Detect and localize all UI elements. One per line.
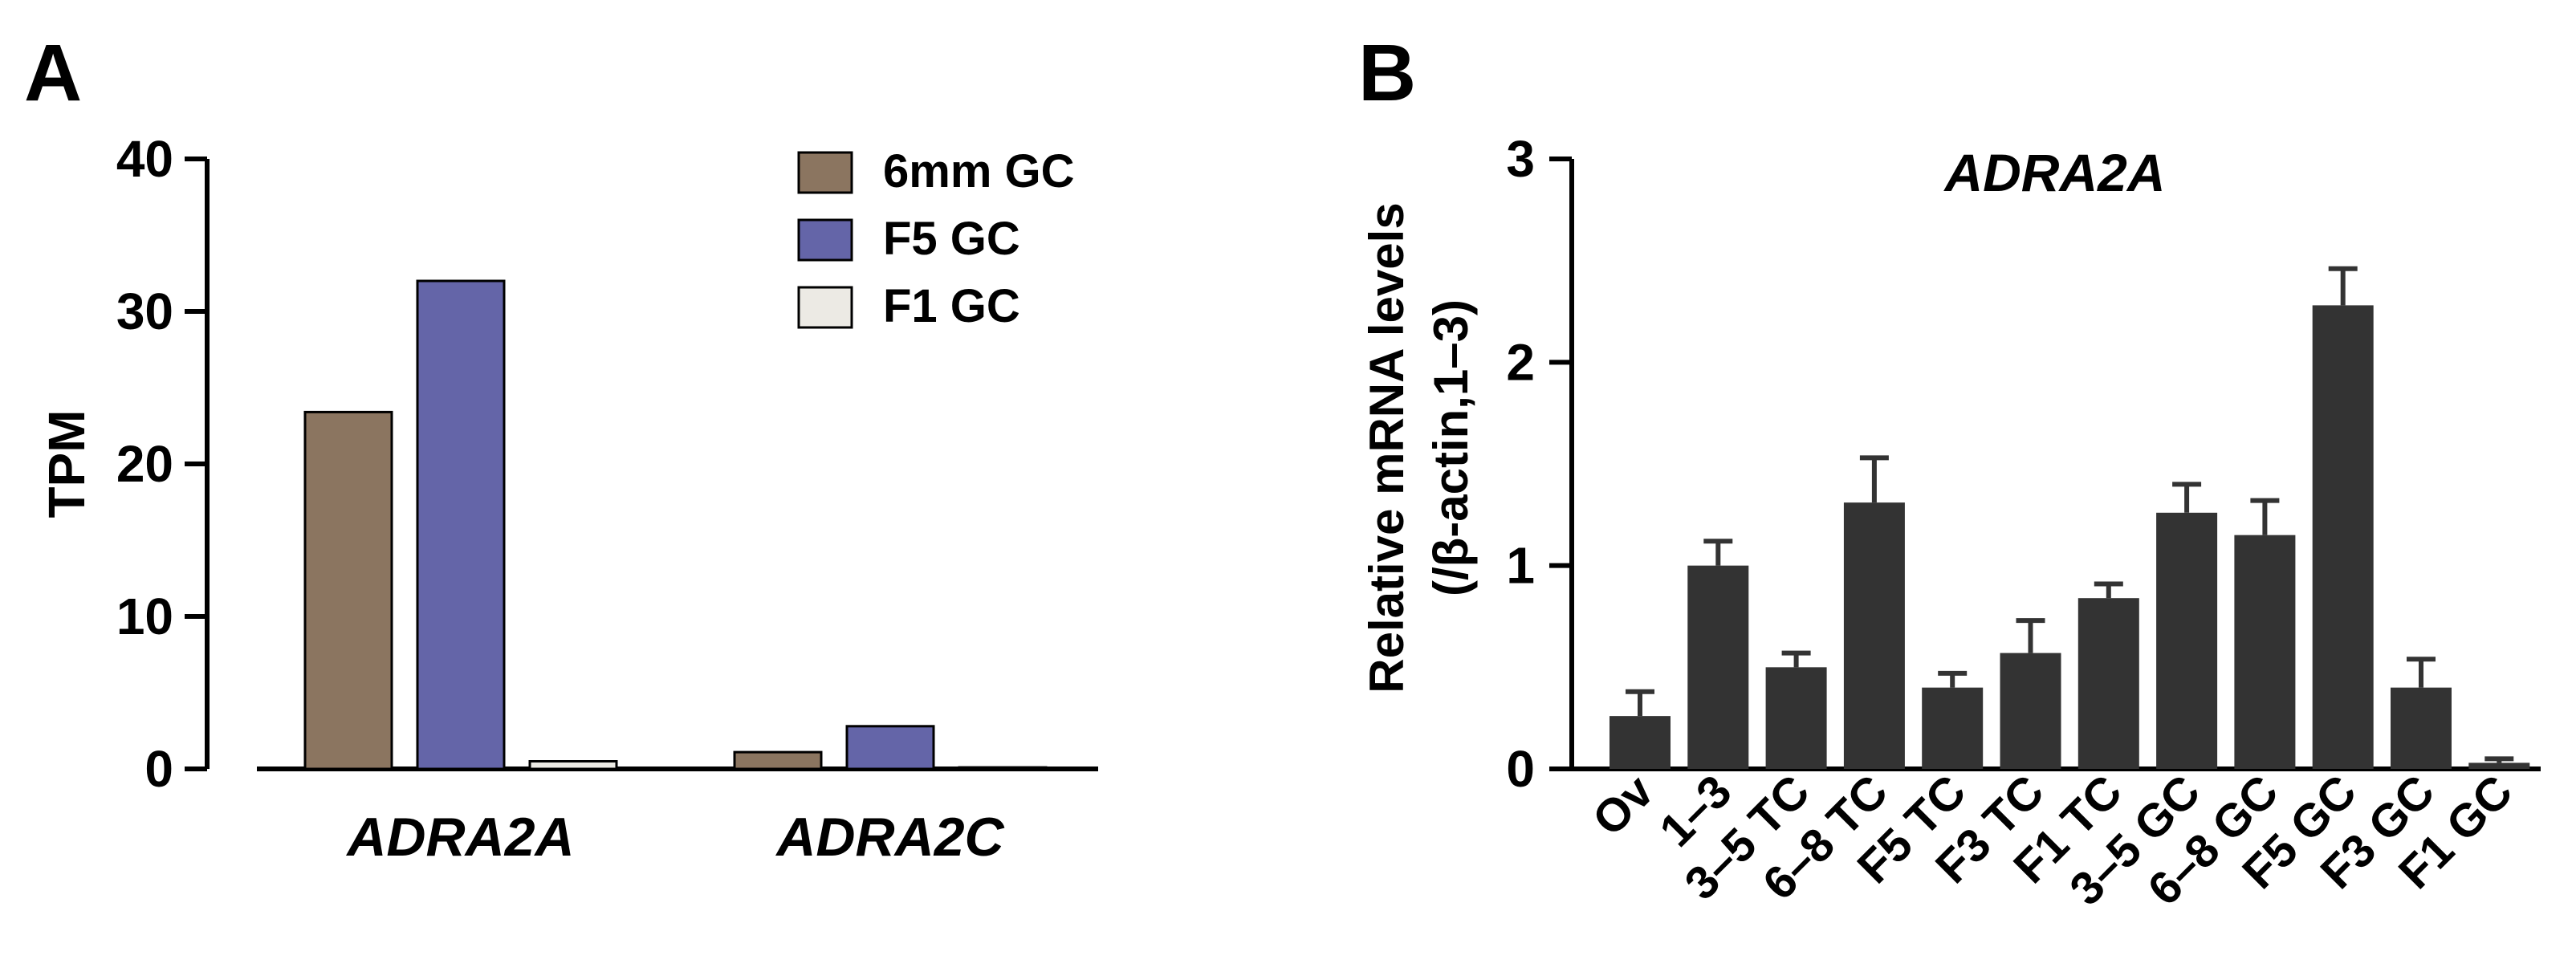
legend-swatch [797, 151, 853, 194]
legend-label: F1 GC [883, 280, 1020, 332]
panel-b-y-tick-label: 1 [1506, 537, 1535, 595]
panel-a-bar [416, 279, 506, 771]
legend-swatch [797, 218, 853, 262]
panel-a-category-label: ADRA2C [775, 807, 1004, 868]
panel-a-y-tick-label: 10 [116, 588, 173, 645]
panel-a-bar [958, 766, 1048, 771]
panel-b-y-tick-label: 3 [1506, 130, 1535, 188]
panel-b-y-tick-label: 0 [1506, 740, 1535, 798]
panel-a-chart: 0 10 20 30 40 TPM ADRA2A ADRA2C 6mm GC F5 GC F1… [38, 130, 1098, 868]
panel-a-letter: A [24, 28, 82, 118]
panel-b-bar [1609, 716, 1671, 769]
panel-b-bar [2312, 305, 2374, 769]
panel-b-bar [2468, 762, 2530, 769]
panel-a-y-tick-label: 30 [116, 283, 173, 340]
panel-b-y-axis-title: Relative mRNA levels [1360, 202, 1414, 693]
panel-b-title: ADRA2A [1943, 143, 2165, 202]
panel-a-y-tick-label: 20 [116, 435, 173, 493]
panel-b-bar [2156, 512, 2218, 769]
legend-label: F5 GC [883, 213, 1020, 265]
panel-b-bar [2234, 535, 2296, 769]
panel-b-bar [1843, 502, 1905, 769]
panel-b-category-label: Ov [1583, 765, 1664, 846]
panel-b-y-tick-label: 2 [1506, 333, 1535, 391]
panel-a-legend: 6mm GC F5 GC F1 GC [797, 145, 1075, 332]
panel-a-y-tick-label: 40 [116, 130, 173, 188]
panel-a-bar [528, 760, 618, 771]
panel-b-y-axis-subtitle: (/β-actin,1–3) [1424, 299, 1478, 596]
panel-b-bar [1765, 667, 1827, 769]
panel-b-bar [1687, 565, 1749, 769]
panel-a-bar [303, 410, 393, 771]
panel-a-bar [733, 750, 823, 771]
legend-swatch [797, 286, 853, 329]
panel-b-bar [1922, 687, 1984, 769]
panel-b-bar [2000, 653, 2061, 769]
panel-a-y-axis-title: TPM [38, 409, 96, 518]
panel-a-category-label: ADRA2A [345, 807, 574, 868]
panel-a-bar [845, 725, 935, 771]
panel-b-bar [2077, 598, 2139, 769]
legend-label: 6mm GC [883, 145, 1075, 197]
panel-b-bar [2391, 687, 2452, 769]
panel-b-chart: 0 1 2 3 ADRA2A Relative mRNA levels (/β-act… [1360, 130, 2541, 916]
panel-b-letter: B [1358, 28, 1416, 118]
panel-a-y-tick-label: 0 [144, 740, 173, 798]
